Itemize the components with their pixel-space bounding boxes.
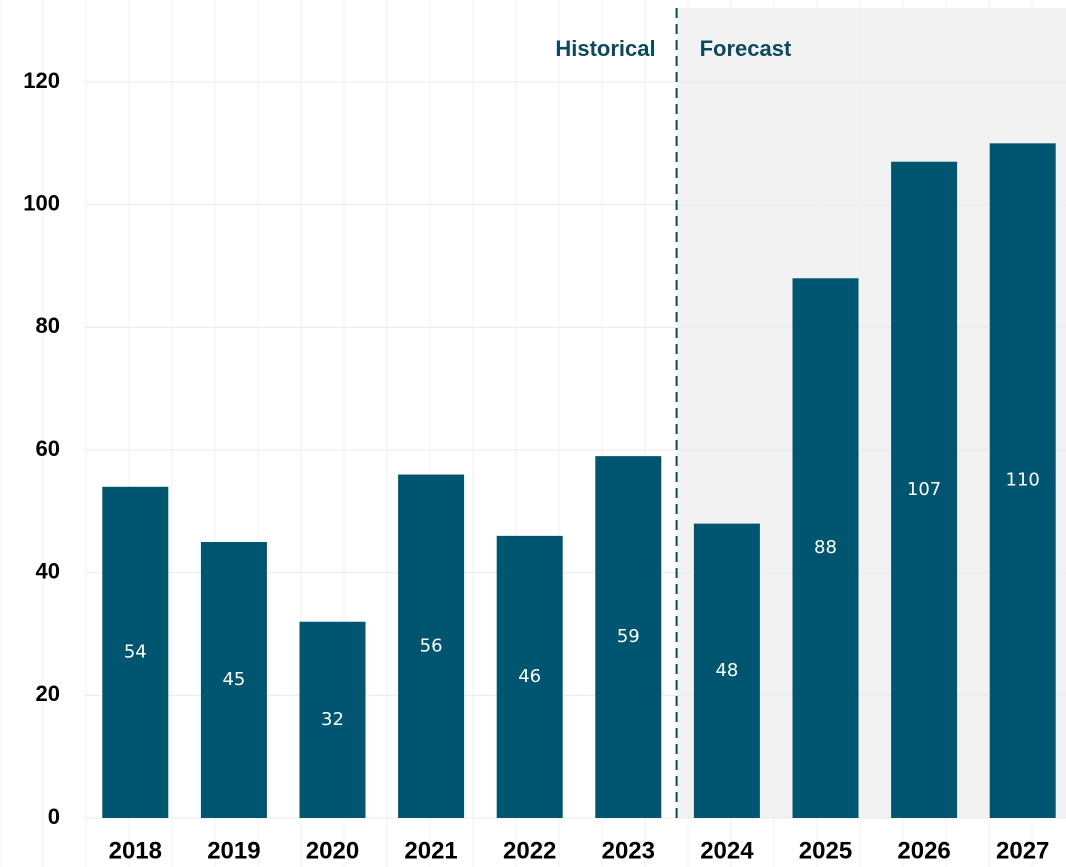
- bar: [693, 523, 760, 818]
- bar: [496, 535, 563, 818]
- data-label: 110: [1006, 470, 1040, 491]
- x-tick-label: 2018: [109, 837, 162, 864]
- x-tick-label: 2019: [207, 837, 260, 864]
- x-tick-label: 2025: [799, 837, 852, 864]
- y-tick-label: 60: [36, 436, 60, 461]
- forecast-label: Forecast: [700, 36, 792, 61]
- x-tick-label: 2024: [700, 837, 754, 864]
- y-tick-label: 80: [36, 313, 60, 338]
- y-tick-label: 40: [36, 558, 60, 583]
- bar: [989, 143, 1056, 819]
- data-label: 54: [124, 641, 147, 662]
- x-tick-label: 2027: [996, 837, 1049, 864]
- bar: [595, 456, 662, 818]
- x-tick-label: 2022: [503, 837, 556, 864]
- data-label: 46: [518, 666, 541, 687]
- data-label: 48: [715, 660, 738, 681]
- bar: [102, 486, 169, 818]
- x-tick-label: 2023: [602, 837, 655, 864]
- y-tick-label: 100: [23, 190, 60, 215]
- y-tick-label: 120: [23, 68, 60, 93]
- bar: [398, 474, 465, 818]
- data-label: 59: [617, 626, 640, 647]
- y-tick-label: 20: [36, 681, 60, 706]
- data-label: 107: [907, 479, 941, 500]
- x-tick-label: 2026: [897, 837, 950, 864]
- data-label: 88: [814, 537, 837, 558]
- x-tick-label: 2021: [404, 837, 457, 864]
- historical-label: Historical: [555, 36, 655, 61]
- y-tick-label: 0: [48, 804, 60, 829]
- bar: [891, 161, 958, 818]
- data-label: 56: [420, 635, 443, 656]
- data-label: 45: [222, 669, 245, 690]
- x-tick-label: 2020: [306, 837, 359, 864]
- bar: [299, 621, 366, 818]
- bar: [792, 278, 859, 818]
- data-label: 32: [321, 709, 344, 730]
- bar: [200, 542, 267, 818]
